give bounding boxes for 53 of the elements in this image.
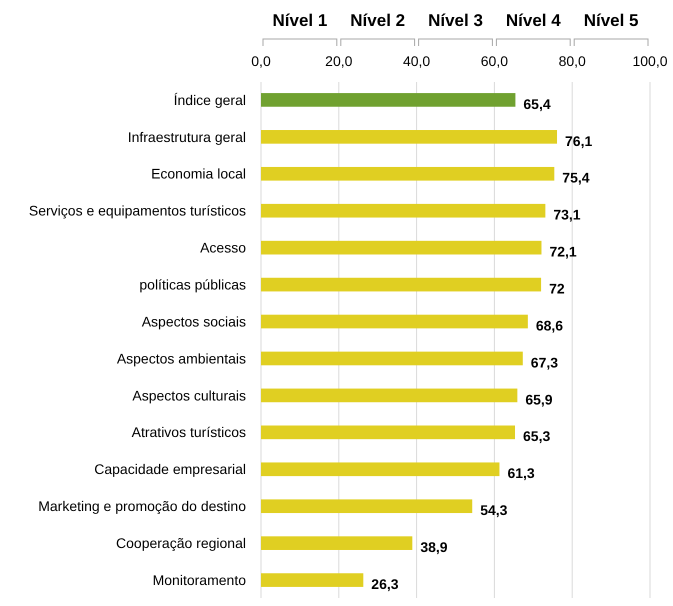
y-tick-label: Aspectos culturais bbox=[132, 387, 246, 404]
data-label: 67,3 bbox=[530, 354, 558, 370]
bar bbox=[261, 426, 516, 440]
text: Nível 5 bbox=[584, 11, 639, 30]
bar bbox=[261, 462, 500, 476]
text: Nível 4 bbox=[506, 11, 562, 30]
bar bbox=[261, 204, 546, 218]
data-label: 73,1 bbox=[553, 206, 581, 223]
bar bbox=[261, 93, 516, 107]
y-tick-label: Monitoramento bbox=[152, 572, 246, 588]
bar bbox=[261, 166, 554, 181]
y-tick-label: Economia local bbox=[151, 166, 246, 182]
data-label: 68,6 bbox=[536, 317, 564, 334]
y-tick-label: Marketing e promoção do destino bbox=[38, 498, 246, 514]
x-tick-label: 100,0 bbox=[632, 53, 668, 69]
y-tick-label: Aspectos sociais bbox=[142, 313, 246, 330]
data-label: 72 bbox=[549, 280, 565, 296]
y-tick-label: Índice geral bbox=[174, 92, 246, 108]
y-tick-label: Cooperação regional bbox=[116, 535, 246, 552]
bar bbox=[261, 536, 412, 550]
text: Nível 3 bbox=[428, 11, 483, 30]
x-tick-label: 60,0 bbox=[480, 53, 508, 69]
x-tick-label: 0,0 bbox=[251, 53, 271, 69]
text: Nível 2 bbox=[350, 11, 406, 30]
data-label: 72,1 bbox=[549, 244, 577, 260]
y-tick-label: Acesso bbox=[200, 240, 246, 256]
bar bbox=[261, 130, 558, 144]
bar bbox=[261, 240, 542, 254]
bar bbox=[261, 573, 364, 587]
data-label: 26,3 bbox=[371, 576, 399, 592]
data-label: 61,3 bbox=[507, 465, 535, 482]
y-tick-label: Infraestrutura geral bbox=[128, 128, 246, 145]
y-tick-label: Serviços e equipamentos turísticos bbox=[28, 202, 246, 219]
x-tick-label: 40,0 bbox=[402, 53, 430, 69]
y-tick-label: Atrativos turísticos bbox=[132, 424, 246, 440]
y-tick-label: políticas públicas bbox=[139, 276, 246, 292]
data-label: 65,9 bbox=[525, 391, 553, 408]
data-label: 38,9 bbox=[420, 539, 448, 556]
data-label: 76,1 bbox=[565, 132, 592, 149]
bar bbox=[261, 314, 528, 328]
y-tick-label: Capacidade empresarial bbox=[94, 461, 246, 478]
x-tick-label: 20,0 bbox=[325, 53, 353, 69]
bar bbox=[261, 388, 518, 402]
bar bbox=[261, 352, 523, 366]
x-tick-label: 80,0 bbox=[558, 53, 586, 69]
data-label: 75,4 bbox=[562, 170, 590, 186]
data-label: 54,3 bbox=[480, 502, 508, 518]
data-label: 65,3 bbox=[523, 428, 550, 444]
y-tick-label: Aspectos ambientais bbox=[116, 350, 246, 366]
text: Nível 1 bbox=[272, 11, 328, 30]
data-label: 65,4 bbox=[523, 96, 551, 112]
bar bbox=[261, 278, 542, 292]
bar bbox=[261, 499, 472, 514]
